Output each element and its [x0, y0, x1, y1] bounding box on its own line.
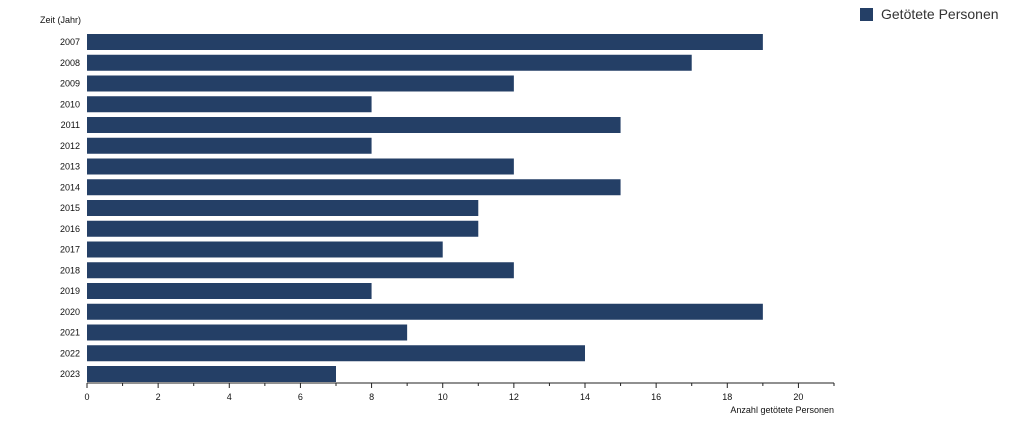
- bar-2023: [87, 366, 336, 382]
- bar-2015: [87, 200, 479, 216]
- x-tick-label: 6: [298, 392, 303, 402]
- legend: Getötete Personen: [860, 6, 999, 22]
- x-tick-label: 0: [84, 392, 89, 402]
- y-tick-label: 2019: [60, 286, 80, 296]
- bar-2012: [87, 137, 372, 154]
- bar-2013: [87, 158, 514, 175]
- bar-2007: [87, 34, 763, 50]
- y-tick-label: 2022: [60, 348, 80, 358]
- y-tick-label: 2016: [60, 224, 80, 234]
- y-tick-label: 2008: [60, 58, 80, 68]
- bar-2008: [87, 54, 692, 71]
- y-tick-labels: 2007 2008 2009 2010 2011 2012 2013 2014 2015 2016…: [60, 37, 80, 379]
- y-tick-label: 2018: [60, 265, 80, 275]
- y-tick-label: 2017: [60, 245, 80, 255]
- y-tick-label: 2010: [60, 99, 80, 109]
- bar-2021: [87, 324, 408, 341]
- bar-2018: [87, 262, 514, 279]
- y-tick-label: 2021: [60, 328, 80, 338]
- bars-group: [87, 34, 763, 382]
- x-tick-label: 18: [722, 392, 732, 402]
- x-tick-label: 2: [156, 392, 161, 402]
- y-tick-label: 2007: [60, 37, 80, 47]
- y-tick-label: 2011: [61, 120, 80, 130]
- x-tick-label: 16: [651, 392, 661, 402]
- x-axis: 0 2 4 6 8 10 12 14 16 18 20: [84, 382, 835, 402]
- y-tick-label: 2014: [60, 182, 80, 192]
- bar-2017: [87, 241, 443, 258]
- y-tick-label: 2023: [60, 369, 80, 379]
- y-tick-label: 2015: [60, 203, 80, 213]
- bar-2019: [87, 283, 372, 299]
- bar-2016: [87, 220, 479, 237]
- bar-2020: [87, 303, 763, 320]
- bar-2022: [87, 345, 585, 362]
- y-axis-title: Zeit (Jahr): [40, 15, 81, 25]
- y-tick-label: 2013: [60, 162, 80, 172]
- bar-2009: [87, 75, 514, 92]
- y-tick-label: 2012: [60, 141, 80, 151]
- x-tick-label: 4: [227, 392, 232, 402]
- x-tick-label: 10: [438, 392, 448, 402]
- y-tick-label: 2009: [60, 79, 80, 89]
- x-tick-label: 12: [509, 392, 519, 402]
- bar-2010: [87, 96, 372, 113]
- legend-swatch: [860, 7, 873, 21]
- bar-2014: [87, 179, 621, 196]
- legend-label: Getötete Personen: [881, 6, 999, 22]
- bar-2011: [87, 117, 621, 133]
- x-tick-label: 8: [369, 392, 374, 402]
- x-axis-title: Anzahl getötete Personen: [730, 405, 834, 415]
- x-tick-label: 20: [793, 392, 803, 402]
- x-tick-label: 14: [580, 392, 590, 402]
- y-tick-label: 2020: [60, 307, 80, 317]
